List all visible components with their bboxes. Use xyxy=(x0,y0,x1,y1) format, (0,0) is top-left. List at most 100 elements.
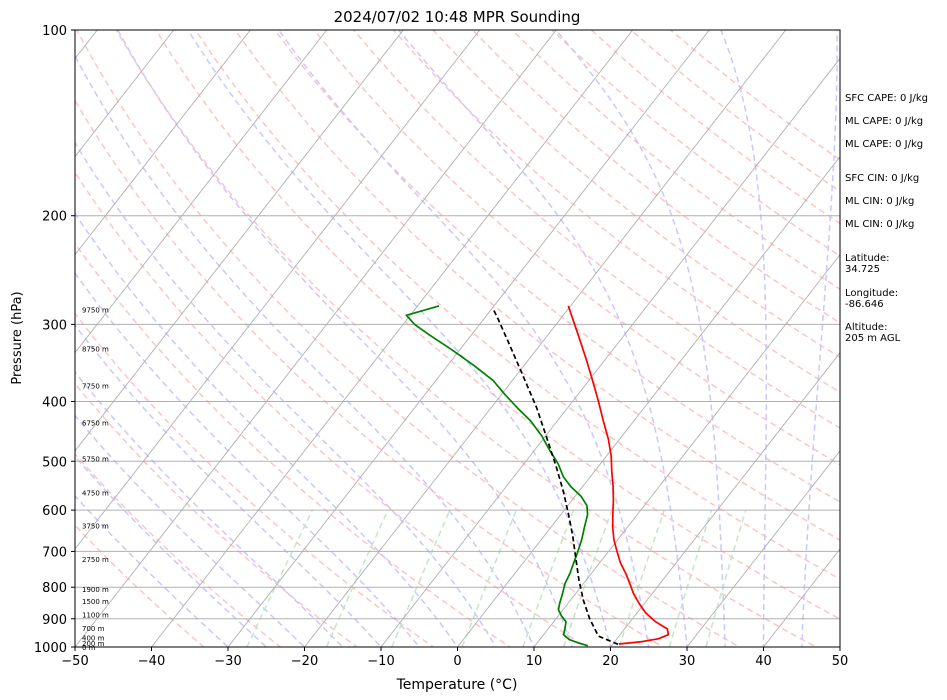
parcel-profile-line xyxy=(491,307,619,646)
x-tick-label: 40 xyxy=(755,654,772,669)
height-label: 4750 m xyxy=(82,490,109,498)
dry-adiabat-line xyxy=(75,242,512,647)
sfc-cin-text: SFC CIN: 0 J/kg xyxy=(845,173,920,184)
y-tick-label: 1000 xyxy=(34,641,67,656)
isotherm-line xyxy=(75,30,404,452)
x-tick-label: −10 xyxy=(367,654,394,669)
x-axis: −50 −40 −30 −20 −10 0 10 20 30 40 50 xyxy=(61,647,848,669)
ml-cape-text: ML CAPE: 0 J/kg xyxy=(845,116,924,127)
isotherm-line xyxy=(304,30,787,647)
mixing-ratio-line xyxy=(246,509,314,647)
y-tick-label: 800 xyxy=(42,581,67,596)
moist-adiabat-line xyxy=(75,141,497,647)
x-tick-label: −40 xyxy=(138,654,165,669)
y-axis-label: Pressure (hPa) xyxy=(10,291,25,384)
moist-adiabat-line xyxy=(555,30,727,647)
altitude-label: Altitude: xyxy=(845,322,888,333)
height-label: 5750 m xyxy=(82,456,109,464)
y-tick-label: 700 xyxy=(42,545,67,560)
height-label: 200 m xyxy=(82,640,105,648)
pressure-grid xyxy=(75,30,840,647)
isotherm-line xyxy=(75,30,328,354)
latitude-label: Latitude: xyxy=(845,253,890,264)
isotherm-line xyxy=(610,352,840,647)
dry-adiabat-line xyxy=(75,452,282,647)
height-label: 400 m xyxy=(82,634,105,642)
y-tick-label: 100 xyxy=(42,24,67,39)
longitude-value: -86.646 xyxy=(845,299,884,310)
moist-adiabat-line xyxy=(75,414,306,647)
y-tick-label: 400 xyxy=(42,395,67,410)
moist-adiabat-line xyxy=(187,30,612,647)
y-tick-label: 600 xyxy=(42,504,67,519)
x-tick-label: 30 xyxy=(679,654,696,669)
plot-area xyxy=(75,30,840,647)
x-tick-label: −20 xyxy=(291,654,318,669)
sounding-series xyxy=(405,305,670,647)
height-label: 1500 m xyxy=(82,598,109,606)
x-tick-label: −30 xyxy=(214,654,241,669)
moist-adiabat-line xyxy=(720,30,768,647)
height-label: 9750 m xyxy=(82,307,109,315)
height-label: 7750 m xyxy=(82,383,109,391)
isotherm-line xyxy=(227,30,710,647)
x-tick-label: 0 xyxy=(453,654,461,669)
x-axis-label: Temperature (°C) xyxy=(396,677,518,693)
dry-adiabat-line xyxy=(274,30,840,503)
dry-adiabat-line xyxy=(392,30,840,394)
moist-adiabat-line xyxy=(75,371,344,647)
height-label: 2750 m xyxy=(82,556,109,564)
moist-adiabat-line xyxy=(801,30,838,647)
moist-adiabat-line xyxy=(75,54,535,647)
dry-adiabat-line xyxy=(76,30,741,647)
chart-title: 2024/07/02 10:48 MPR Sounding xyxy=(334,8,581,26)
isotherm-line xyxy=(75,30,175,158)
y-tick-label: 300 xyxy=(42,318,67,333)
dry-adiabat-line xyxy=(75,382,359,647)
height-label: 1100 m xyxy=(82,611,109,619)
y-tick-label: 200 xyxy=(42,210,67,225)
height-label: 1900 m xyxy=(82,586,109,594)
x-tick-label: 10 xyxy=(526,654,543,669)
height-label: 6750 m xyxy=(82,420,109,428)
x-tick-label: −50 xyxy=(61,654,88,669)
moist-adiabat-line xyxy=(75,494,230,647)
longitude-label: Longitude: xyxy=(845,288,899,299)
moist-adiabat-line xyxy=(75,455,268,647)
x-tick-label: 50 xyxy=(832,654,849,669)
dry-adiabat-line xyxy=(155,30,840,620)
moist-adiabat-line xyxy=(397,30,688,647)
y-tick-label: 500 xyxy=(42,455,67,470)
dry-adiabat-line xyxy=(75,99,665,647)
height-label: 3750 m xyxy=(82,522,109,530)
isotherm-line xyxy=(457,155,840,647)
dry-adiabat-line xyxy=(75,171,588,647)
temperature-profile-line xyxy=(567,305,670,645)
isotherm-line xyxy=(151,30,634,647)
isotherm-line xyxy=(686,450,840,647)
height-label: 700 m xyxy=(82,625,105,633)
ml-cin-text-2: ML CIN: 0 J/kg xyxy=(845,219,915,230)
ml-cin-text: ML CIN: 0 J/kg xyxy=(845,196,915,207)
dry-adiabat-line xyxy=(432,30,840,359)
ml-cape-text-2: ML CAPE: 0 J/kg xyxy=(845,139,924,150)
latitude-value: 34.725 xyxy=(845,264,880,275)
moist-adiabat-line xyxy=(75,212,459,647)
dry-adiabat-line xyxy=(194,30,840,580)
altitude-value: 205 m AGL xyxy=(845,333,901,344)
dry-adiabat-line xyxy=(234,30,840,541)
y-axis: 1000 900 800 700 600 500 400 300 200 100 xyxy=(34,24,75,656)
dry-adiabat-line xyxy=(75,312,435,647)
height-label: 8750 m xyxy=(82,345,109,353)
y-tick-label: 900 xyxy=(42,613,67,628)
isotherm-line xyxy=(380,57,840,647)
sfc-cape-text: SFC CAPE: 0 J/kg xyxy=(845,93,928,104)
moist-adiabat-line xyxy=(75,271,421,647)
isotherm-line xyxy=(75,30,251,256)
moist-adiabat-line xyxy=(277,30,650,647)
height-label: 0 m xyxy=(82,644,96,652)
x-tick-label: 20 xyxy=(602,654,619,669)
dewpoint-profile-line xyxy=(405,305,589,647)
